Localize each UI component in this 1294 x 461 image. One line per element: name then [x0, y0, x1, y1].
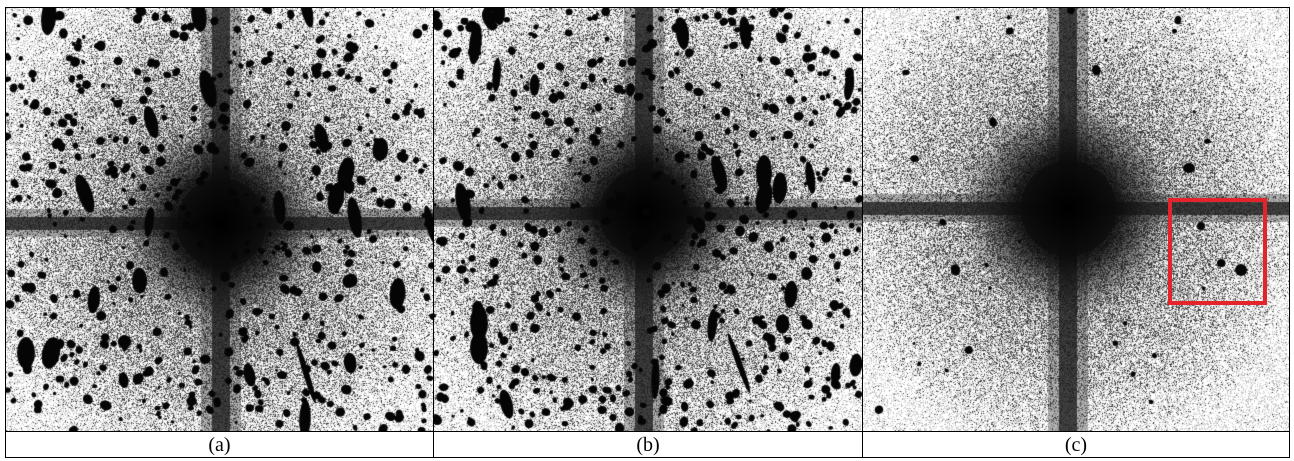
highlight-box [1168, 198, 1267, 305]
caption-c: (c) [1064, 434, 1088, 456]
panel-c-astronomical-image [863, 8, 1289, 431]
panel-b-image [434, 8, 863, 432]
panel-c-image [863, 8, 1289, 432]
caption-a: (a) [6, 432, 434, 458]
panel-b-astronomical-image [434, 8, 862, 431]
panel-a-astronomical-image [6, 8, 433, 431]
figure-grid: (a) (b) (c) [5, 7, 1290, 458]
panel-a-image [6, 8, 434, 432]
caption-b: (b) [434, 432, 863, 458]
